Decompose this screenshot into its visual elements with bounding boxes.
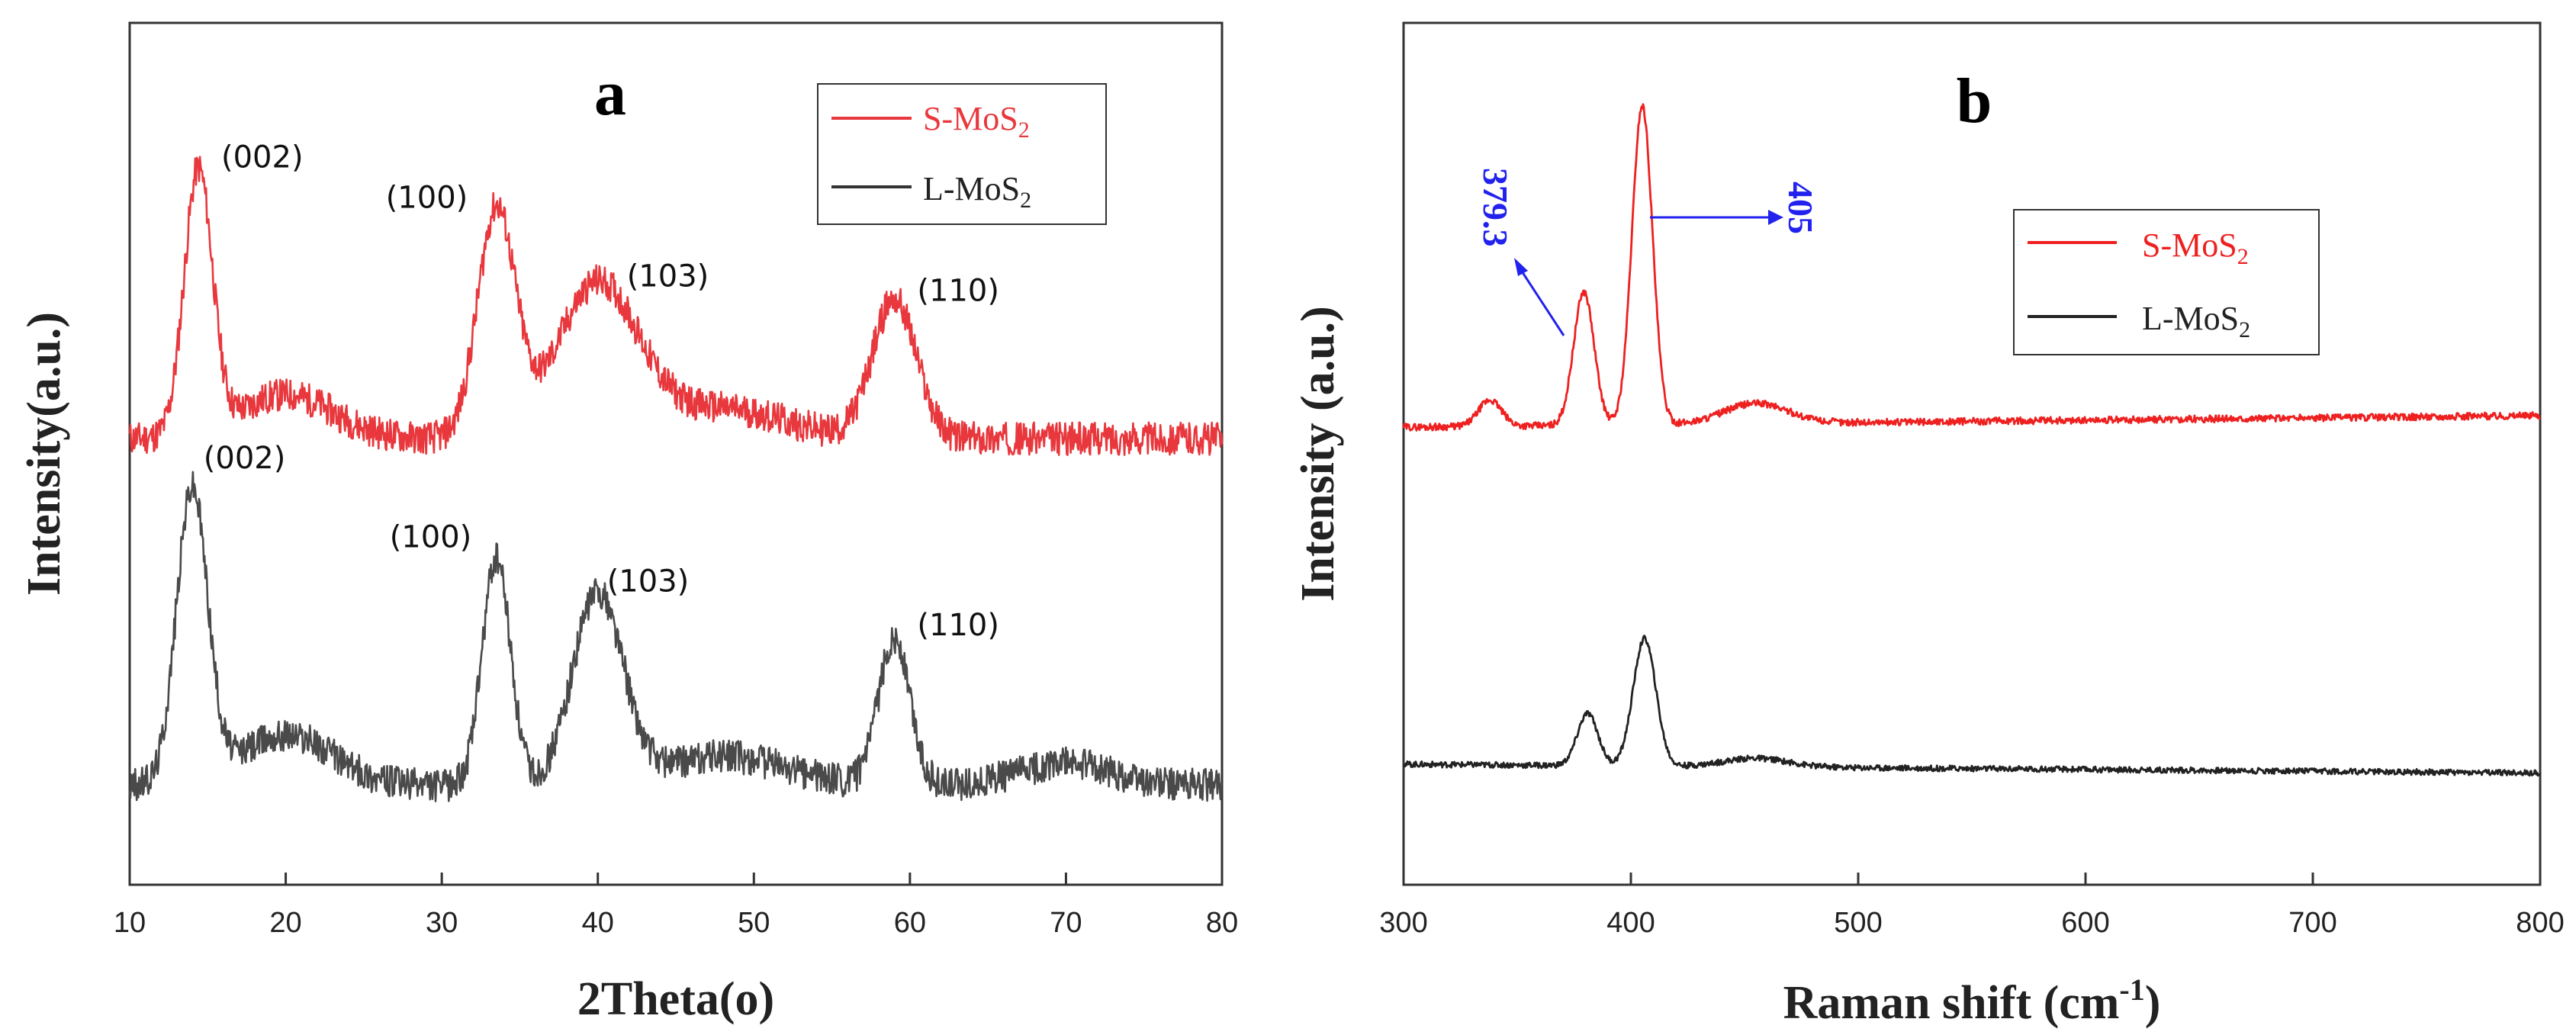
panel-b-plot-frame bbox=[1402, 21, 2542, 886]
x-tick-label: 400 bbox=[1606, 907, 1655, 939]
series-line-l-mos2 bbox=[1403, 635, 2541, 777]
peak-label-smos2-2: (103) bbox=[627, 259, 709, 294]
series-line-s-mos2 bbox=[1402, 103, 2541, 432]
x-tick-label: 20 bbox=[269, 907, 301, 939]
x-tick-label: 80 bbox=[1206, 907, 1238, 939]
panel-a-y-axis-title: Intensity(a.u.) bbox=[18, 312, 70, 596]
x-tick-label: 70 bbox=[1050, 907, 1082, 939]
x-tick-label: 50 bbox=[738, 907, 770, 939]
panel-b-x-axis-title: Raman shift (cm-1) bbox=[1783, 972, 2161, 1029]
panel-b-series-group bbox=[1402, 103, 2541, 777]
panel-b: b 300 400 500 600 700 800 Raman shift (cm-1) … bbox=[1292, 21, 2565, 1029]
peak-label-lmos2-1: (100) bbox=[390, 519, 472, 554]
panel-b-legend-label-l: L-MoS2 bbox=[2142, 300, 2250, 342]
x-tick-label: 60 bbox=[894, 907, 926, 939]
peak-label-smos2-3: (110) bbox=[917, 274, 999, 309]
panel-a-x-axis-title: 2Theta(o) bbox=[577, 973, 774, 1025]
panel-a-plot-frame bbox=[128, 21, 1224, 886]
panel-b-legend-box bbox=[2013, 209, 2320, 355]
x-tick-label: 800 bbox=[2516, 907, 2564, 939]
panel-b-legend: S-MoS2 L-MoS2 bbox=[2013, 209, 2320, 355]
panel-b-y-axis-title: Intensity (a.u.) bbox=[1292, 306, 1344, 602]
panel-b-annotations: 379.3 405 bbox=[1476, 168, 1820, 336]
peak-label-smos2-0: (002) bbox=[221, 140, 304, 175]
x-tick-label: 700 bbox=[2288, 907, 2336, 939]
x-tick-label: 10 bbox=[114, 907, 146, 939]
x-tick-label: 30 bbox=[426, 907, 458, 939]
annotation-379-arrow bbox=[1516, 265, 1565, 336]
series-line-l-mos2 bbox=[128, 471, 1224, 802]
panel-a-legend-label-s: S-MoS2 bbox=[923, 100, 1030, 143]
annotation-405-arrowhead bbox=[1768, 210, 1783, 225]
panel-a-letter: a bbox=[594, 58, 626, 129]
x-tick-label: 300 bbox=[1379, 907, 1427, 939]
annotation-379-label: 379.3 bbox=[1476, 168, 1515, 247]
panel-a-legend-label-l: L-MoS2 bbox=[923, 170, 1031, 213]
peak-label-lmos2-0: (002) bbox=[204, 441, 286, 476]
panel-b-x-ticks: 300 400 500 600 700 800 bbox=[1379, 873, 2565, 939]
panel-a-legend-box bbox=[817, 83, 1107, 225]
panel-a-x-ticks: 10 20 30 40 50 60 70 80 bbox=[114, 873, 1238, 939]
panel-a-series-group bbox=[128, 156, 1224, 802]
panel-a-legend: S-MoS2 L-MoS2 bbox=[817, 83, 1107, 225]
panel-a: a 10 20 30 40 50 60 70 80 2Theta(o) Intensity(a… bbox=[18, 21, 1238, 1025]
series-line-s-mos2 bbox=[128, 156, 1224, 456]
panel-b-letter: b bbox=[1957, 66, 1992, 137]
panel-a-peak-labels: (002) (100) (103) (110) (002) (100) (103) (110) bbox=[204, 140, 999, 643]
annotation-405-label: 405 bbox=[1781, 182, 1820, 234]
panel-b-legend-label-s: S-MoS2 bbox=[2142, 227, 2249, 269]
x-tick-label: 600 bbox=[2061, 907, 2109, 939]
x-tick-label: 500 bbox=[1834, 907, 1882, 939]
annotation-379-arrowhead bbox=[1514, 258, 1528, 276]
peak-label-lmos2-3: (110) bbox=[917, 608, 999, 643]
peak-label-lmos2-2: (103) bbox=[607, 564, 690, 599]
x-tick-label: 40 bbox=[582, 907, 614, 939]
peak-label-smos2-1: (100) bbox=[386, 180, 468, 215]
